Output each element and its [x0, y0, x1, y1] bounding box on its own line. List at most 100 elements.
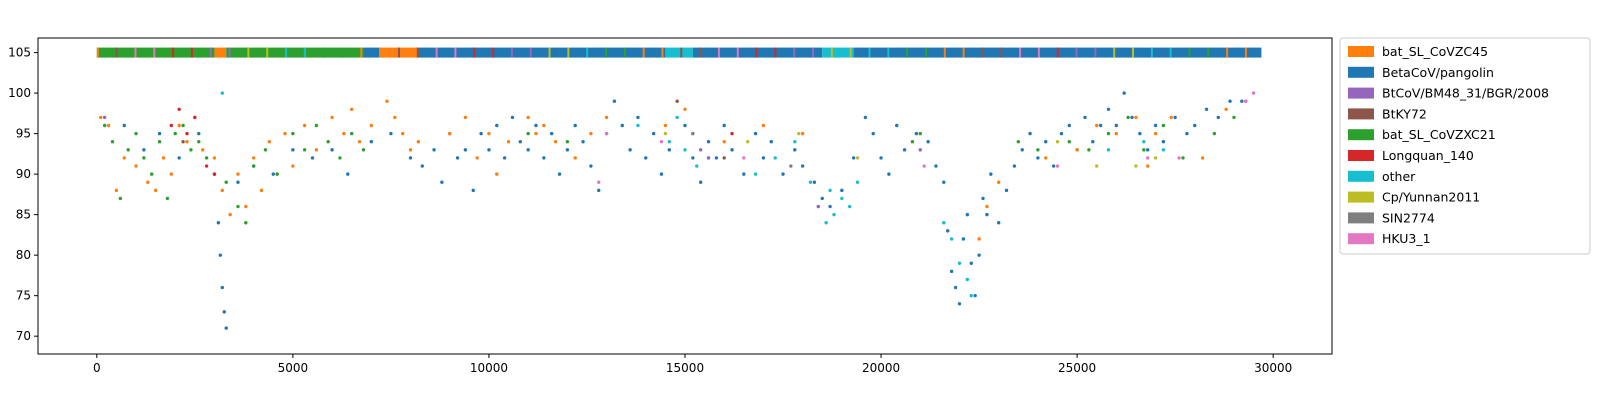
data-point — [769, 140, 773, 144]
data-point — [126, 148, 130, 152]
data-point — [440, 180, 444, 184]
legend-swatch — [1348, 191, 1374, 203]
data-point — [510, 115, 515, 120]
data-point — [244, 221, 248, 225]
data-point — [1036, 148, 1040, 152]
data-point — [675, 99, 679, 103]
data-point — [200, 148, 205, 152]
data-point — [761, 156, 766, 160]
data-point — [259, 188, 264, 193]
plot-frame — [37, 37, 1333, 355]
strip-tick — [379, 47, 382, 58]
data-point — [479, 131, 483, 136]
data-point — [761, 123, 766, 128]
data-point — [302, 123, 307, 128]
strip-tick — [567, 47, 570, 58]
x-tick-label: 0 — [93, 361, 101, 375]
strip-tick — [849, 47, 852, 58]
y-tick-label: 95 — [16, 127, 31, 141]
data-point — [961, 237, 966, 241]
data-point — [267, 140, 272, 144]
data-point — [212, 172, 217, 176]
data-point — [683, 148, 687, 152]
data-point — [832, 212, 836, 217]
strip-tick — [699, 47, 702, 58]
data-point — [977, 237, 981, 241]
data-point — [573, 156, 577, 160]
data-point — [134, 164, 138, 168]
data-point — [487, 131, 491, 136]
data-point — [1216, 115, 1220, 120]
data-point — [416, 140, 421, 144]
data-point — [142, 148, 146, 152]
data-point — [165, 196, 170, 201]
legend-swatch — [1348, 150, 1374, 161]
data-point — [1012, 164, 1017, 168]
data-point — [565, 148, 570, 152]
data-point — [918, 131, 922, 136]
data-point — [291, 131, 295, 136]
strip-tick — [266, 47, 269, 58]
strip-tick — [115, 47, 118, 58]
strip-tick — [1019, 47, 1022, 58]
data-point — [663, 123, 668, 128]
data-point — [985, 212, 989, 217]
data-point — [1130, 115, 1134, 120]
data-point — [1200, 156, 1205, 160]
y-tick-label: 100 — [8, 86, 31, 100]
data-point — [793, 140, 797, 144]
x-tick-label: 30000 — [1254, 361, 1292, 375]
data-point — [161, 156, 166, 160]
data-point — [420, 164, 424, 168]
legend-swatch — [1348, 212, 1374, 224]
data-point — [408, 148, 413, 152]
strip-tick — [962, 47, 965, 58]
data-point — [1177, 156, 1181, 160]
data-point — [1114, 123, 1119, 128]
strip-tick — [1244, 47, 1247, 58]
data-point — [487, 148, 491, 152]
strip-tick — [322, 47, 325, 58]
data-point — [698, 148, 703, 152]
data-point — [816, 204, 821, 209]
data-point — [942, 180, 946, 184]
data-point — [557, 172, 562, 176]
data-point — [361, 148, 366, 152]
data-point — [236, 172, 240, 176]
data-point — [1138, 131, 1142, 136]
data-point — [895, 123, 899, 128]
data-point — [314, 148, 319, 152]
data-point — [820, 196, 824, 201]
legend-label: Longquan_140 — [1382, 148, 1474, 163]
legend-frame — [1339, 37, 1591, 255]
data-point — [604, 115, 609, 120]
series-cp-yunnan2011 — [663, 131, 1158, 168]
series-other — [220, 91, 1166, 298]
plot-area — [96, 47, 1262, 330]
strip-tick — [868, 47, 871, 58]
legend-label: BtCoV/BM48_31/BGR/2008 — [1382, 86, 1549, 101]
strip-tick — [642, 47, 645, 58]
legend-swatch — [1348, 129, 1374, 141]
series-bat-sl-covzc45 — [99, 99, 1248, 241]
data-point — [942, 221, 946, 225]
data-point — [706, 156, 711, 160]
x-tick-label: 15000 — [666, 361, 704, 375]
data-point — [953, 285, 958, 290]
data-point — [698, 180, 703, 184]
data-point — [314, 123, 319, 128]
strip-tick — [473, 47, 476, 58]
data-point — [263, 148, 268, 152]
data-point — [110, 140, 115, 144]
data-point — [1153, 123, 1158, 128]
data-point — [1173, 115, 1177, 120]
series-btcov-bm48-31-bgr-2008 — [102, 115, 922, 209]
data-point — [1028, 131, 1032, 136]
strip-segment — [96, 47, 215, 58]
strip-tick — [96, 47, 99, 58]
data-point — [706, 140, 711, 144]
data-point — [565, 140, 570, 144]
data-point — [675, 115, 679, 120]
data-point — [1153, 131, 1158, 136]
y-tick-label: 70 — [16, 329, 31, 343]
